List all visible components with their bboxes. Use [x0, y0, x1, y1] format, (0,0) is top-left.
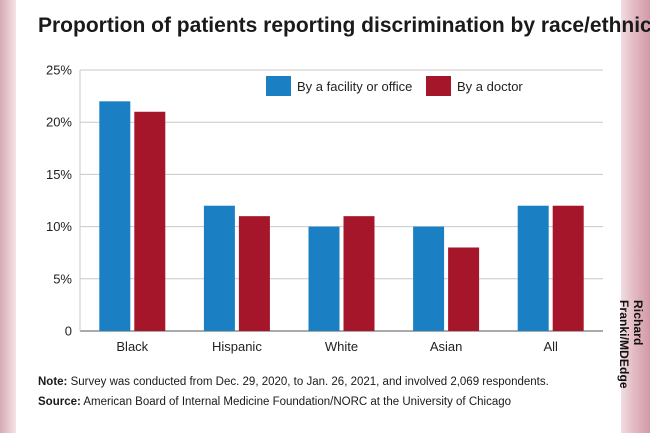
x-tick-label: All — [543, 339, 558, 354]
note-label: Note: — [38, 376, 68, 388]
legend-label-facility: By a facility or office — [297, 79, 412, 94]
bar-doctor-hispanic — [238, 216, 270, 331]
y-tick-label: 0 — [65, 324, 72, 339]
y-tick-label: 15% — [46, 167, 72, 182]
source-label: Source: — [38, 396, 81, 408]
x-tick-label: Asian — [430, 339, 463, 354]
y-tick-label: 10% — [46, 219, 72, 234]
chart-title: Proportion of patients reporting discrim… — [38, 14, 650, 37]
bar-doctor-asian — [448, 247, 480, 331]
x-tick-label: Hispanic — [212, 339, 262, 354]
right-decorative-border — [621, 0, 650, 433]
bar-facility-asian — [413, 226, 445, 331]
chart-source: Source: American Board of Internal Medic… — [38, 396, 623, 408]
bar-doctor-white — [343, 216, 375, 331]
bar-doctor-all — [552, 205, 584, 331]
source-text: American Board of Internal Medicine Foun… — [83, 396, 512, 408]
x-tick-label: Black — [116, 339, 148, 354]
left-decorative-border — [0, 0, 16, 433]
x-tick-label: White — [325, 339, 358, 354]
image-credit: Richard Franki/MDEdge — [617, 300, 645, 389]
bar-facility-white — [308, 226, 340, 331]
bar-facility-all — [517, 205, 549, 331]
bar-facility-black — [99, 101, 131, 331]
bar-facility-hispanic — [203, 205, 235, 331]
y-tick-label: 25% — [46, 63, 72, 78]
y-tick-label: 5% — [53, 271, 72, 286]
bar-doctor-black — [134, 111, 166, 331]
legend-swatch-facility — [266, 76, 291, 96]
legend-swatch-doctor — [426, 76, 451, 96]
y-tick-label: 20% — [46, 115, 72, 130]
note-text: Survey was conducted from Dec. 29, 2020,… — [70, 376, 549, 388]
chart-note: Note: Survey was conducted from Dec. 29,… — [38, 376, 623, 388]
legend-label-doctor: By a doctor — [457, 79, 523, 94]
